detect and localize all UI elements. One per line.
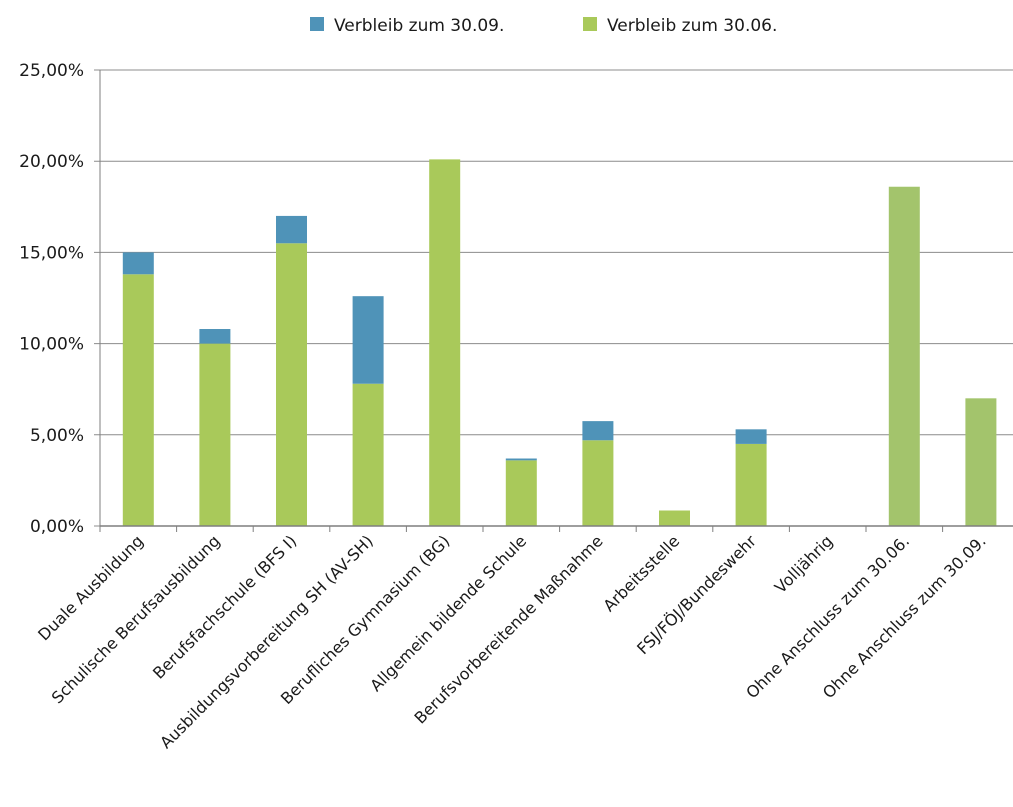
y-tick-label: 0,00% <box>30 517 84 537</box>
x-tick-label: Ohne Anschluss zum 30.09. <box>819 531 990 702</box>
x-tick-label: Ohne Anschluss zum 30.06. <box>742 531 913 702</box>
legend: Verbleib zum 30.09. Verbleib zum 30.06. <box>310 16 777 36</box>
bar-segment-series-0-7 <box>659 510 690 526</box>
axes <box>99 70 1013 532</box>
bar-segment-series-1-3 <box>352 296 384 384</box>
bar-segment-series-1-8 <box>735 429 767 444</box>
bar-segment-series-0-6 <box>582 440 614 526</box>
x-tick-label: Schulische Berufsausbildung <box>48 531 224 707</box>
y-tick-label: 5,00% <box>30 426 84 446</box>
bar-segment-series-0-0 <box>122 274 154 526</box>
bar-segment-series-0-4 <box>429 159 461 526</box>
bar-segment-series-0-1 <box>199 343 231 526</box>
y-tick-label: 10,00% <box>19 335 84 355</box>
bar-segment-series-1-6 <box>582 421 614 441</box>
x-tick-label: Arbeitsstelle <box>599 531 683 615</box>
x-tick-label: Berufsfachschule (BFS I) <box>149 531 300 682</box>
bar-segment-series-1-0 <box>122 252 154 275</box>
bar-segment-series-1-1 <box>199 329 231 344</box>
y-tick-label: 25,00% <box>19 61 84 81</box>
bar-segment-series-0-2 <box>276 243 307 526</box>
legend-label-verbleib-0909: Verbleib zum 30.09. <box>334 16 504 36</box>
bar-segment-series-0-8 <box>735 443 767 526</box>
y-tick-label: 15,00% <box>19 243 84 263</box>
bar-segment-series-1-5 <box>505 458 537 461</box>
legend-swatch-verbleib-0606 <box>583 17 597 31</box>
y-tick-label: 20,00% <box>19 152 84 172</box>
bar-segment-series-2-11 <box>965 398 997 526</box>
legend-label-verbleib-0606: Verbleib zum 30.06. <box>607 16 777 36</box>
y-axis-ticks: 0,00% 5,00% 10,00% 15,00% 20,00% 25,00% <box>19 61 84 537</box>
x-tick-label: Allgemein bildende Schule <box>366 531 530 695</box>
bars <box>122 159 997 526</box>
bar-segment-series-2-10 <box>888 186 920 526</box>
bar-segment-series-0-5 <box>505 460 537 526</box>
bar-segment-series-0-3 <box>352 383 384 526</box>
legend-swatch-verbleib-0909 <box>310 17 324 31</box>
x-tick-label: Volljährig <box>771 531 837 597</box>
gridlines <box>94 69 1013 527</box>
bar-segment-series-1-2 <box>276 215 307 244</box>
